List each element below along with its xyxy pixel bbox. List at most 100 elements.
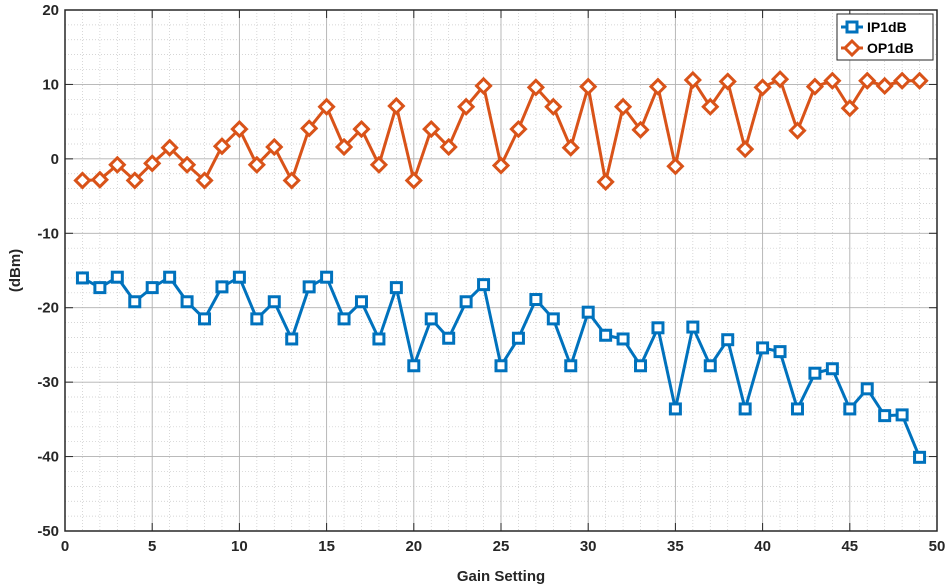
data-point-ip1db <box>651 321 665 335</box>
data-point-op1db <box>108 155 127 174</box>
data-point-op1db <box>509 119 528 139</box>
data-point-op1db <box>805 77 825 96</box>
data-point-ip1db <box>110 270 124 284</box>
data-point-ip1db <box>825 362 839 376</box>
series-layer <box>73 70 929 464</box>
x-tick-label: 30 <box>580 538 597 555</box>
data-point-ip1db <box>808 366 822 380</box>
x-tick-label: 20 <box>405 538 422 555</box>
data-point-ip1db <box>511 331 525 345</box>
legend: IP1dB OP1dB <box>836 13 934 61</box>
data-point-op1db <box>840 99 859 118</box>
data-point-ip1db <box>634 359 648 373</box>
data-point-op1db <box>230 119 249 139</box>
data-point-ip1db <box>564 359 578 373</box>
legend-marker-ip1db <box>845 20 859 34</box>
data-point-ip1db <box>285 332 299 346</box>
x-tick-label: 50 <box>929 538 946 555</box>
data-point-ip1db <box>180 295 194 309</box>
data-point-ip1db <box>703 359 717 373</box>
y-tick-label: 0 <box>51 151 59 168</box>
x-tick-label: 25 <box>493 538 510 555</box>
data-point-op1db <box>300 119 319 138</box>
data-point-op1db <box>596 172 615 192</box>
x-tick-label: 40 <box>754 538 771 555</box>
data-point-op1db <box>474 76 493 96</box>
data-point-op1db <box>648 77 668 96</box>
data-point-ip1db <box>686 320 700 334</box>
data-point-ip1db <box>337 312 351 326</box>
data-point-op1db <box>701 97 720 116</box>
data-point-op1db <box>631 120 650 139</box>
data-point-ip1db <box>215 280 229 294</box>
data-point-op1db <box>526 78 546 97</box>
legend-entries: IP1dB OP1dB <box>841 19 914 58</box>
y-tick-label: 10 <box>42 76 59 93</box>
data-point-op1db <box>753 78 772 97</box>
data-point-op1db <box>875 76 894 96</box>
data-point-ip1db <box>267 295 281 309</box>
data-point-ip1db <box>354 295 368 309</box>
x-axis-label: Gain Setting <box>457 568 545 585</box>
data-point-ip1db <box>75 271 89 285</box>
data-point-ip1db <box>389 281 403 295</box>
data-point-op1db <box>910 71 929 90</box>
series-ip1db <box>75 270 927 464</box>
data-point-op1db <box>247 155 266 174</box>
legend-marker-op1db <box>842 38 862 58</box>
legend-entry-ip1db: IP1dB <box>841 19 907 35</box>
series-op1db <box>73 70 929 192</box>
data-point-op1db <box>404 171 423 190</box>
data-point-ip1db <box>529 293 543 307</box>
x-tick-label: 15 <box>318 538 335 555</box>
data-point-op1db <box>579 77 598 96</box>
data-point-op1db <box>491 156 511 175</box>
data-point-ip1db <box>738 402 752 416</box>
data-point-ip1db <box>128 295 142 309</box>
data-point-op1db <box>369 155 389 174</box>
data-point-ip1db <box>668 402 682 416</box>
data-point-op1db <box>334 137 354 157</box>
data-point-op1db <box>143 154 162 173</box>
data-point-ip1db <box>546 312 560 326</box>
y-tick-labels: -50 -40 -30 -20 -10 0 10 20 <box>37 2 59 540</box>
data-point-op1db <box>788 121 807 140</box>
x-tick-label: 45 <box>841 538 858 555</box>
data-point-op1db <box>195 171 214 190</box>
x-tick-label: 0 <box>61 538 69 555</box>
x-tick-labels: 0 5 10 15 20 25 30 35 40 45 50 <box>61 538 946 555</box>
y-tick-label: -10 <box>37 225 59 242</box>
major-grid <box>65 10 937 531</box>
data-point-ip1db <box>494 359 508 373</box>
data-point-ip1db <box>756 341 770 355</box>
x-tick-label: 35 <box>667 538 684 555</box>
data-point-op1db <box>160 138 179 157</box>
data-point-op1db <box>736 140 755 159</box>
data-point-ip1db <box>721 333 735 347</box>
data-point-op1db <box>561 138 580 157</box>
data-point-ip1db <box>198 312 212 326</box>
data-point-op1db <box>683 70 702 90</box>
data-point-op1db <box>858 71 877 90</box>
data-point-op1db <box>317 97 336 116</box>
data-point-op1db <box>422 119 441 139</box>
data-point-ip1db <box>302 280 316 294</box>
data-point-ip1db <box>407 359 421 373</box>
data-point-ip1db <box>913 450 927 464</box>
data-point-op1db <box>177 155 197 174</box>
data-point-ip1db <box>773 345 787 359</box>
data-point-ip1db <box>442 331 456 345</box>
data-point-ip1db <box>250 312 264 326</box>
tick-marks <box>64 9 938 532</box>
data-point-ip1db <box>895 408 909 422</box>
data-point-op1db <box>352 119 371 139</box>
data-point-op1db <box>718 72 737 91</box>
data-point-ip1db <box>459 295 473 309</box>
legend-label-op1db: OP1dB <box>867 40 914 56</box>
data-point-ip1db <box>93 281 107 295</box>
data-point-op1db <box>439 137 458 157</box>
data-point-ip1db <box>320 270 334 284</box>
x-tick-label: 5 <box>148 538 156 555</box>
